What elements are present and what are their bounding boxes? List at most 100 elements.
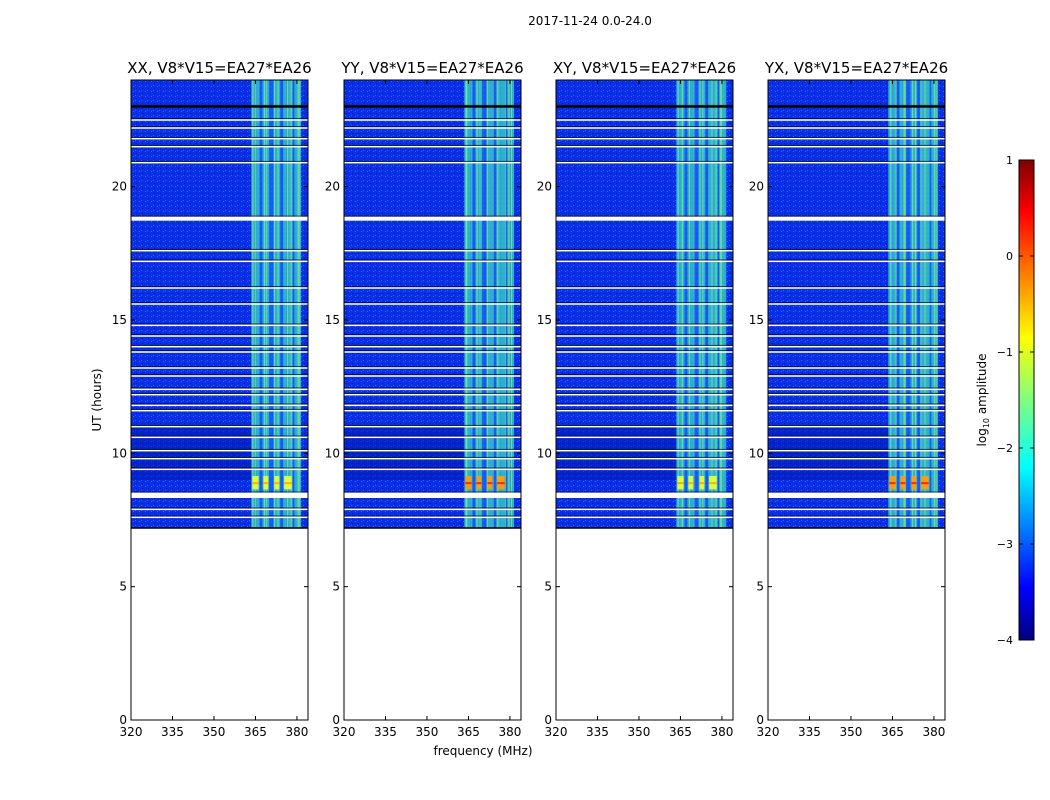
flagged-row	[131, 345, 308, 348]
flagged-row	[131, 161, 308, 164]
flagged-row-edge	[768, 403, 945, 405]
flagged-row	[344, 249, 521, 252]
colorbar-tick-label: −4	[997, 634, 1013, 647]
spectrogram-panel-1: YY, V8*V15=EA27*EA26 320 335 350 365 380 0 5 10 1…	[325, 59, 524, 739]
flagged-row-edge	[768, 286, 945, 288]
flagged-row-edge	[131, 160, 308, 162]
y-tick-label: 10	[749, 446, 764, 460]
flagged-row	[768, 161, 945, 164]
flagged-row-edge	[344, 374, 521, 376]
flagged-row-edge	[344, 491, 521, 493]
flagged-row-edge	[344, 118, 521, 120]
flagged-row	[768, 409, 945, 412]
flagged-row-edge	[768, 104, 945, 106]
spectrogram-panel-3: YX, V8*V15=EA27*EA26 320 335 350 365 380 0 5 10 1…	[749, 59, 948, 739]
y-tick-label: 20	[749, 180, 764, 194]
flagged-row-edge	[344, 387, 521, 389]
flagged-row	[768, 516, 945, 519]
flagged-row-edge	[768, 344, 945, 346]
colorbar-tick-label: −2	[997, 442, 1013, 455]
flagged-row	[131, 260, 308, 263]
flagged-row	[131, 249, 308, 252]
flagged-row	[768, 335, 945, 337]
flagged-row	[768, 425, 945, 428]
flagged-row	[131, 508, 308, 511]
flagged-row	[768, 508, 945, 511]
flagged-row-edge	[131, 136, 308, 138]
flagged-row-edge	[556, 467, 733, 469]
flagged-row-edge	[344, 136, 521, 138]
flagged-row-edge	[344, 424, 521, 426]
panel-frame	[767, 79, 946, 721]
flagged-row-edge	[556, 104, 733, 106]
x-axis-label: frequency (MHz)	[433, 744, 532, 758]
flagged-row-edge	[768, 424, 945, 426]
flagged-row	[556, 127, 733, 129]
x-tick-label: 365	[881, 725, 904, 739]
flagged-row-edge	[131, 467, 308, 469]
flagged-row	[131, 303, 308, 305]
y-tick-label: 0	[756, 713, 764, 727]
flagged-row-edge	[344, 435, 521, 437]
flagged-row-edge	[344, 302, 521, 304]
flagged-row-edge	[768, 435, 945, 437]
flagged-row	[768, 449, 945, 452]
x-tick-label: 350	[416, 725, 439, 739]
flagged-row-edge	[131, 248, 308, 250]
flagged-row	[768, 119, 945, 121]
flagged-row-edge	[131, 302, 308, 304]
flagged-row	[556, 388, 733, 391]
flagged-row-edge	[344, 350, 521, 352]
flagged-row	[344, 436, 521, 439]
flagged-row-edge	[556, 387, 733, 389]
flagged-row-edge	[131, 144, 308, 146]
flagged-row-edge	[131, 259, 308, 261]
panel-title: YX, V8*V15=EA27*EA26	[764, 59, 948, 77]
flagged-row	[344, 404, 521, 407]
x-tick-label: 320	[120, 725, 143, 739]
flagged-row-edge	[556, 118, 733, 120]
panel-title: YY, V8*V15=EA27*EA26	[340, 59, 523, 77]
y-tick-label: 0	[332, 713, 340, 727]
flagged-row	[556, 249, 733, 252]
x-tick-label: 380	[922, 725, 945, 739]
flagged-row	[768, 287, 945, 289]
flagged-row	[556, 375, 733, 377]
flagged-row-edge	[768, 248, 945, 250]
x-tick-label: 350	[840, 725, 863, 739]
flagged-row	[344, 468, 521, 471]
flagged-row	[344, 119, 521, 121]
flagged-row-edge	[556, 374, 733, 376]
flagged-row	[556, 260, 733, 263]
flagged-row	[131, 436, 308, 439]
flagged-row-top	[768, 105, 945, 108]
x-tick-label: 335	[161, 725, 184, 739]
flagged-row	[556, 367, 733, 369]
flagged-row-edge	[131, 424, 308, 426]
flagged-row-edge	[344, 104, 521, 106]
flagged-row-edge	[131, 448, 308, 450]
flagged-row	[131, 409, 308, 412]
flagged-row	[768, 457, 945, 460]
flagged-row-edge	[556, 323, 733, 325]
flagged-row	[344, 508, 521, 511]
flagged-row	[344, 449, 521, 452]
flagged-row-edge	[556, 286, 733, 288]
x-tick-label: 380	[710, 725, 733, 739]
flagged-row-edge	[768, 259, 945, 261]
flagged-row-edge	[344, 248, 521, 250]
flagged-row	[768, 137, 945, 140]
flagged-row	[131, 516, 308, 519]
burst-core-2	[911, 482, 917, 485]
flagged-row	[768, 388, 945, 391]
flagged-row-edge	[556, 408, 733, 410]
flagged-row-edge	[768, 456, 945, 458]
flagged-row-edge	[556, 507, 733, 509]
flagged-row-edge	[768, 160, 945, 162]
flagged-row-edge	[768, 350, 945, 352]
flagged-row-edge	[556, 448, 733, 450]
burst-core-1	[900, 482, 906, 485]
flagged-row	[131, 457, 308, 460]
panel-title: XX, V8*V15=EA27*EA26	[127, 59, 311, 77]
